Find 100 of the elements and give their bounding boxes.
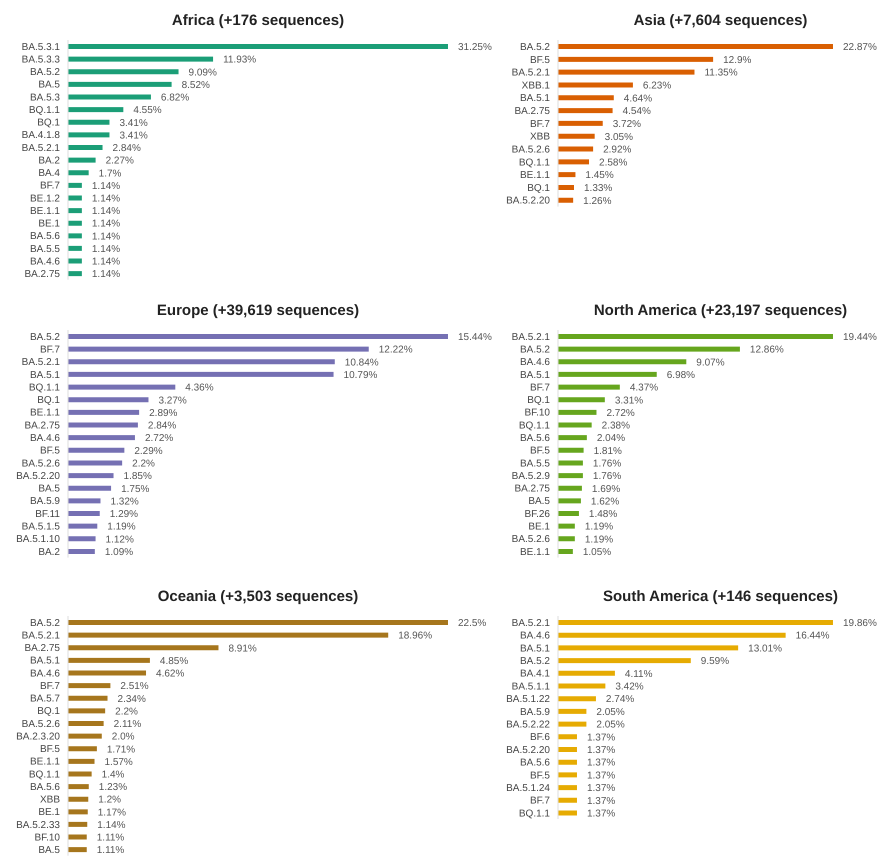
bar bbox=[68, 511, 100, 516]
y-tick-label: BA.5.2.6 bbox=[512, 144, 550, 156]
bar bbox=[558, 696, 596, 702]
bar bbox=[558, 448, 584, 453]
data-label: 1.81% bbox=[594, 446, 622, 457]
data-label: 1.62% bbox=[590, 496, 620, 508]
y-tick-label: BF.7 bbox=[40, 344, 60, 356]
bar bbox=[68, 720, 104, 726]
data-label: 22.5% bbox=[458, 618, 486, 630]
data-label: 1.75% bbox=[121, 484, 150, 495]
data-label: 2.05% bbox=[596, 720, 625, 731]
data-label: 4.64% bbox=[624, 93, 652, 104]
data-label: 1.14% bbox=[92, 256, 120, 268]
bar bbox=[68, 620, 448, 625]
y-tick-label: BF.7 bbox=[40, 180, 60, 192]
data-label: 19.86% bbox=[842, 618, 877, 630]
data-label: 18.96% bbox=[398, 630, 432, 642]
bar bbox=[558, 708, 586, 714]
bar bbox=[558, 120, 603, 126]
bar bbox=[558, 397, 605, 402]
y-tick-label: BA.5.3.1 bbox=[22, 42, 60, 53]
data-label: 1.14% bbox=[92, 269, 120, 280]
y-tick-label: BA.5.7 bbox=[30, 694, 60, 705]
data-label: 4.85% bbox=[160, 656, 188, 667]
y-tick-label: BA.5.9 bbox=[520, 706, 550, 718]
data-label: 3.05% bbox=[604, 132, 634, 143]
bar bbox=[68, 397, 148, 402]
y-tick-label: BA.4.1 bbox=[520, 668, 550, 680]
y-tick-label: BE.1 bbox=[38, 807, 60, 818]
y-tick-label: BA.5.2.1 bbox=[22, 142, 60, 154]
bar bbox=[558, 511, 579, 516]
data-label: 1.37% bbox=[586, 745, 616, 756]
y-tick-label: BE.1 bbox=[528, 522, 550, 533]
data-label: 2.04% bbox=[596, 433, 626, 444]
bar bbox=[68, 258, 82, 264]
y-tick-label: BF.5 bbox=[40, 446, 60, 457]
bar bbox=[68, 44, 448, 49]
y-tick-label: BF.10 bbox=[524, 408, 550, 419]
data-label: 2.84% bbox=[148, 420, 176, 432]
data-label: 2.05% bbox=[596, 706, 625, 718]
y-tick-label: BA.5.2 bbox=[30, 332, 60, 343]
y-tick-label: BA.2 bbox=[38, 155, 60, 166]
bar bbox=[68, 708, 106, 714]
bar bbox=[68, 536, 96, 542]
data-label: 2.2% bbox=[115, 706, 138, 718]
data-label: 1.37% bbox=[586, 808, 616, 820]
data-label: 1.4% bbox=[102, 770, 125, 780]
y-tick-label: BA.5.5 bbox=[520, 458, 550, 470]
bar bbox=[68, 645, 218, 650]
chart-title: North America (+23,197 sequences) bbox=[592, 301, 848, 321]
bar bbox=[558, 632, 786, 638]
y-tick-label: BQ.1 bbox=[37, 118, 60, 129]
y-tick-label: BQ.1 bbox=[527, 182, 550, 194]
y-tick-label: BA.5.1 bbox=[520, 643, 550, 654]
y-tick-label: BA.5.6 bbox=[520, 433, 550, 444]
y-tick-label: BA.5.2.1 bbox=[512, 332, 550, 343]
bar bbox=[558, 670, 615, 676]
y-tick-label: BQ.1.1 bbox=[28, 382, 60, 394]
y-tick-label: BF.6 bbox=[530, 732, 550, 744]
data-label: 1.37% bbox=[586, 796, 616, 807]
y-tick-label: BF.11 bbox=[35, 508, 60, 520]
bar bbox=[68, 696, 108, 701]
y-tick-label: BA.5.5 bbox=[30, 244, 60, 255]
y-tick-label: BQ.1.1 bbox=[518, 808, 550, 820]
data-label: 4.11% bbox=[624, 668, 653, 680]
y-tick-label: BA.5.1.5 bbox=[22, 522, 60, 533]
y-tick-label: BA.4.6 bbox=[520, 630, 550, 642]
data-label: 3.41% bbox=[119, 130, 148, 142]
data-label: 4.54% bbox=[622, 106, 652, 118]
data-label: 1.37% bbox=[586, 758, 616, 769]
bar bbox=[558, 198, 574, 203]
data-label: 1.11% bbox=[96, 832, 124, 844]
bar bbox=[558, 70, 694, 75]
chart-title: Africa (+176 sequences) bbox=[170, 11, 346, 31]
data-label: 3.41% bbox=[119, 118, 148, 129]
data-label: 2.58% bbox=[599, 157, 628, 168]
y-tick-label: BA.5.6 bbox=[520, 758, 550, 769]
y-tick-label: BA.5 bbox=[38, 80, 60, 91]
data-label: 3.42% bbox=[615, 682, 644, 693]
data-label: 1.19% bbox=[584, 534, 614, 546]
bar bbox=[68, 107, 124, 112]
data-label: 1.19% bbox=[584, 522, 614, 533]
bar bbox=[68, 473, 114, 478]
y-tick-label: BA.5.2.6 bbox=[22, 458, 60, 470]
bar bbox=[558, 473, 583, 478]
y-tick-label: BF.5 bbox=[40, 744, 60, 756]
bar bbox=[558, 810, 577, 816]
bar bbox=[68, 670, 146, 676]
data-label: 2.72% bbox=[606, 408, 635, 419]
bar bbox=[558, 620, 833, 625]
data-label: 1.12% bbox=[106, 534, 134, 546]
data-label: 4.62% bbox=[156, 668, 184, 680]
bar bbox=[68, 847, 87, 852]
chart-title: South America (+146 sequences) bbox=[602, 587, 839, 607]
bar bbox=[558, 372, 657, 377]
bar bbox=[68, 233, 82, 238]
y-tick-label: BA.4.6 bbox=[520, 357, 550, 368]
data-label: 9.09% bbox=[188, 67, 217, 78]
chart-title: Europe (+39,619 sequences) bbox=[156, 301, 360, 321]
y-tick-label: BA.4.6 bbox=[30, 256, 60, 268]
